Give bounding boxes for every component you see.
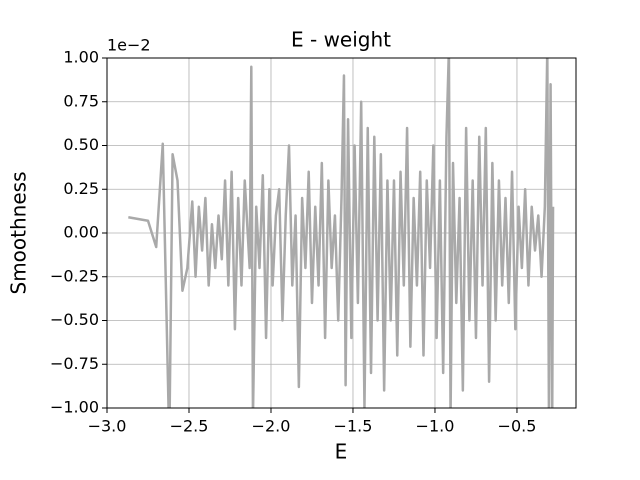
plot-area [128,58,555,408]
x-tick-label: −2.0 [252,417,291,436]
ticks: −1.00 −0.75 −0.50 −0.25 0.00 0.25 0.50 0.75 1.00… [50,48,536,436]
x-tick-label: −2.5 [170,417,209,436]
y-tick-label: 0.25 [63,179,99,198]
x-tick-label: −0.5 [498,417,537,436]
y-tick-label: 0.50 [63,135,99,154]
data-line [128,58,555,408]
y-tick-label: −0.25 [50,266,99,285]
x-tick-label: −1.5 [334,417,373,436]
y-tick-label: −0.50 [50,310,99,329]
x-tick-label: −1.0 [416,417,455,436]
y-tick-label: −0.75 [50,354,99,373]
y-tick-label: 0.00 [63,223,99,242]
y-tick-label: 0.75 [63,91,99,110]
y-tick-label: 1.00 [63,48,99,67]
y-tick-label: −1.00 [50,398,99,417]
x-tick-label: −3.0 [88,417,127,436]
chart-title: E - weight [291,28,391,52]
y-offset-label: 1e−2 [107,36,151,55]
x-axis-label: E [335,440,348,464]
y-axis-label: Smoothness [7,172,31,295]
